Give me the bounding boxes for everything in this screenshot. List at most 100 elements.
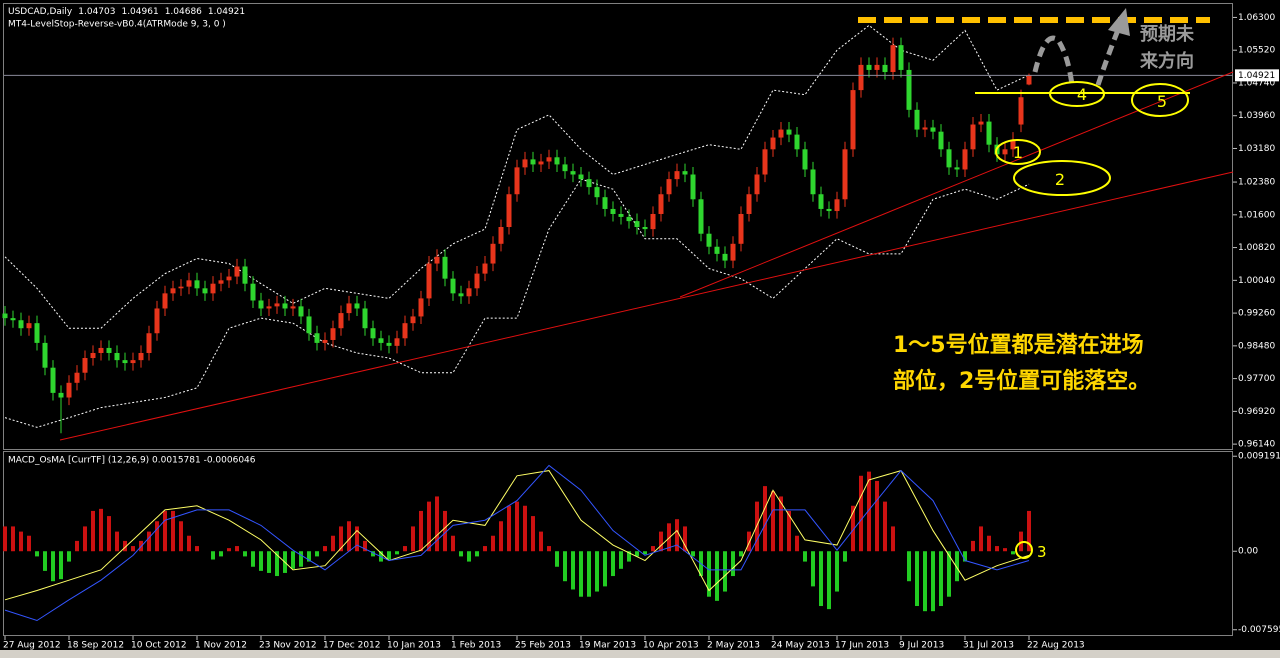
candle-body xyxy=(66,382,72,398)
histogram-bar xyxy=(955,551,959,582)
histogram-bar xyxy=(171,510,175,552)
candle-body xyxy=(714,246,720,254)
y-tick-label: 0.97700 xyxy=(1238,374,1275,384)
candle-body xyxy=(618,213,624,217)
candle-body xyxy=(58,392,64,398)
header-value: 1.04686 xyxy=(165,7,202,17)
macd-title: MACD_OsMA [CurrTF] (12,26,9) 0.0015781 -… xyxy=(8,456,256,466)
candle-body xyxy=(578,174,584,180)
header-value: 1.04703 xyxy=(78,7,115,17)
histogram-bar xyxy=(875,480,879,552)
histogram-bar xyxy=(803,551,807,562)
candle-body xyxy=(1002,149,1008,155)
candle-body xyxy=(146,333,152,353)
histogram-bar xyxy=(963,551,967,562)
marker-ellipse xyxy=(1013,160,1111,196)
histogram-bar xyxy=(851,505,855,552)
y-tick-label: 0.96920 xyxy=(1238,407,1275,417)
candle-body xyxy=(522,159,528,168)
y-tick-label: 1.02380 xyxy=(1238,178,1275,188)
histogram-bar xyxy=(211,551,215,560)
candle-body xyxy=(2,313,8,319)
histogram-bar xyxy=(683,526,687,552)
histogram-bar xyxy=(835,551,839,592)
histogram-bar xyxy=(675,519,679,552)
candle-body xyxy=(538,161,544,165)
candle-body xyxy=(130,360,136,364)
candle-body xyxy=(602,197,608,209)
histogram-bar xyxy=(387,551,391,560)
histogram-bar xyxy=(3,526,7,552)
histogram-bar xyxy=(507,505,511,552)
y-tick-label: 1.00820 xyxy=(1238,243,1275,253)
candle-body xyxy=(226,276,232,281)
forecast-label: 来方向 xyxy=(1139,50,1194,72)
candle-body xyxy=(754,174,760,195)
histogram-bar xyxy=(251,551,255,567)
histogram-bar xyxy=(707,551,711,597)
candle-body xyxy=(730,243,736,261)
candle-body xyxy=(514,167,520,195)
candle-body xyxy=(498,227,504,244)
histogram-bar xyxy=(227,548,231,552)
forecast-label: 预期未 xyxy=(1140,24,1195,45)
histogram-bar xyxy=(619,551,623,569)
histogram-bar xyxy=(35,551,39,557)
x-tick-label: 1 Nov 2012 xyxy=(195,641,247,651)
histogram-bar xyxy=(339,526,343,552)
candle-body xyxy=(50,367,56,393)
candle-body xyxy=(858,64,864,91)
candle-body xyxy=(586,179,592,188)
histogram-bar xyxy=(667,523,671,552)
candle-body xyxy=(458,293,464,297)
candle-body xyxy=(930,127,936,132)
y-tick-label: 0.00 xyxy=(1238,547,1258,557)
histogram-bar xyxy=(843,551,847,562)
candle-body xyxy=(770,137,776,150)
histogram-bar xyxy=(595,551,599,592)
candle-body xyxy=(682,171,688,175)
histogram-bar xyxy=(995,546,999,552)
histogram-bar xyxy=(83,526,87,552)
histogram-bar xyxy=(907,551,911,582)
last-price-label: 1.04921 xyxy=(1238,71,1275,81)
candle-body xyxy=(850,90,856,150)
histogram-bar xyxy=(731,551,735,577)
histogram-bar xyxy=(99,508,103,552)
histogram-bar xyxy=(723,551,727,592)
histogram-bar xyxy=(971,540,975,552)
histogram-bar xyxy=(219,551,223,557)
candle-body xyxy=(690,174,696,200)
histogram-bar xyxy=(107,516,111,552)
candle-body xyxy=(98,347,104,353)
candle-body xyxy=(266,306,272,309)
histogram-bar xyxy=(19,531,23,552)
candle-body xyxy=(666,179,672,195)
candle-body xyxy=(258,300,264,309)
y-tick-label: 1.03180 xyxy=(1238,144,1275,154)
histogram-bar xyxy=(867,471,871,552)
candle-body xyxy=(202,288,208,294)
candle-body xyxy=(562,164,568,172)
x-tick-label: 24 May 2013 xyxy=(771,641,830,651)
histogram-bar xyxy=(531,516,535,552)
candle-body xyxy=(418,298,424,317)
histogram-bar xyxy=(987,535,991,552)
candle-body xyxy=(554,157,560,165)
candle-body xyxy=(42,342,48,368)
histogram-bar xyxy=(67,551,71,562)
histogram-bar xyxy=(603,551,607,587)
histogram-bar xyxy=(747,531,751,552)
candle-body xyxy=(746,194,752,214)
candle-body xyxy=(298,306,304,317)
histogram-bar xyxy=(859,475,863,552)
candle-body xyxy=(610,208,616,214)
forecast-arrow xyxy=(1108,8,1130,36)
histogram-bar xyxy=(403,546,407,552)
histogram-bar xyxy=(411,526,415,552)
candle-body xyxy=(290,306,296,309)
histogram-bar xyxy=(347,521,351,552)
candle-body xyxy=(722,253,728,261)
histogram-bar xyxy=(787,510,791,552)
